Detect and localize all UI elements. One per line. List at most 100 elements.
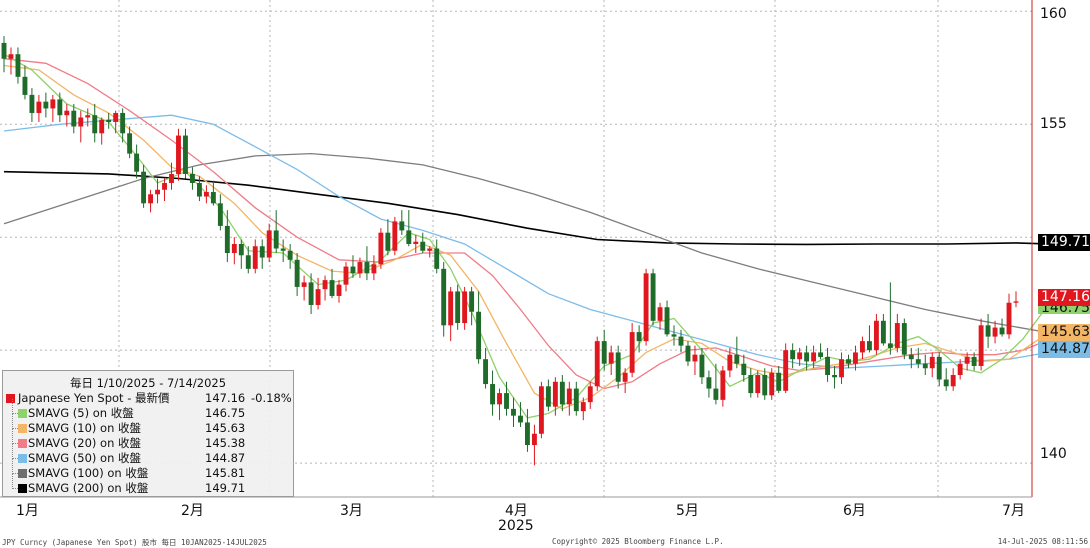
candle-body <box>364 262 370 274</box>
candle <box>231 237 237 265</box>
footer-timestamp: 14-Jul-2025 08:11:56 <box>997 537 1088 546</box>
candle <box>518 402 523 427</box>
price-tag-last: 147.16 <box>1038 289 1090 306</box>
legend-swatch <box>18 454 27 463</box>
candle <box>399 210 405 235</box>
candle-body <box>315 289 321 305</box>
candle <box>301 275 307 301</box>
candle <box>755 370 761 398</box>
candle <box>252 239 258 274</box>
legend-value: 145.81 <box>205 466 246 480</box>
candle-body <box>908 354 914 360</box>
candle <box>455 284 461 330</box>
candle <box>866 325 872 353</box>
candle-body <box>880 320 886 344</box>
candle <box>441 262 447 337</box>
candle <box>992 320 998 344</box>
candle <box>148 189 154 213</box>
legend-label: SMAVG (50) on 收盤 <box>28 451 142 465</box>
candle <box>573 381 579 416</box>
candle-body <box>155 189 160 195</box>
candle-body <box>43 101 49 109</box>
candle <box>699 347 705 385</box>
candle <box>825 347 831 382</box>
candle <box>371 255 377 281</box>
candle-body <box>141 171 147 204</box>
candle <box>936 352 942 387</box>
candle <box>971 352 977 371</box>
candle-body <box>525 422 530 446</box>
candle-body <box>545 386 551 407</box>
candle-body <box>99 119 105 134</box>
candle <box>901 318 907 360</box>
candle-body <box>85 115 91 118</box>
candle <box>127 126 133 159</box>
candle-body <box>580 402 586 412</box>
footer-copyright: Copyright© 2025 Bloomberg Finance L.P. <box>552 537 724 546</box>
candle <box>525 408 530 452</box>
candle <box>734 336 740 369</box>
legend-label: SMAVG (200) on 收盤 <box>28 481 149 495</box>
candle <box>141 164 147 208</box>
candle <box>1 36 7 73</box>
candle-body <box>399 221 405 231</box>
legend-change: -0.18% <box>251 391 292 405</box>
candle <box>392 216 398 256</box>
candle <box>106 112 112 129</box>
candle <box>818 343 824 360</box>
ma-line-5 <box>3 53 1045 419</box>
candle-body <box>162 182 167 190</box>
candle-body <box>448 291 454 326</box>
candle-body <box>825 356 831 376</box>
candle <box>476 291 482 364</box>
candle <box>287 243 293 269</box>
candle <box>615 345 621 389</box>
candle <box>183 128 188 179</box>
candle <box>420 232 426 254</box>
price-tag-sma200: 149.71 <box>1038 234 1090 251</box>
legend-label: SMAVG (20) on 收盤 <box>28 436 142 450</box>
legend-title: 毎日 1/10/2025 - 7/14/2025 <box>69 376 227 390</box>
candle <box>748 368 754 398</box>
candle <box>978 318 984 371</box>
candle-body <box>860 341 865 353</box>
candle <box>692 345 698 376</box>
legend-value: 147.16 <box>205 391 246 405</box>
candle <box>873 314 879 355</box>
candle-body <box>636 332 642 342</box>
candle <box>245 246 251 274</box>
candle <box>776 365 782 394</box>
candle-body <box>839 359 844 378</box>
ma-line-100 <box>3 152 1045 333</box>
candle-body <box>538 386 544 434</box>
candle <box>134 144 140 179</box>
candle-body <box>832 375 837 378</box>
y-tick-160: 160 <box>1040 6 1067 22</box>
candle-body <box>573 388 579 412</box>
candle-body <box>518 415 523 423</box>
candle <box>64 103 70 127</box>
candle <box>559 375 565 412</box>
candle-body <box>476 311 482 360</box>
candle-body <box>301 282 307 287</box>
candle <box>783 343 789 394</box>
candle-body <box>622 372 628 382</box>
candle <box>762 368 768 400</box>
candle-body <box>664 307 670 335</box>
ma-line-20 <box>3 58 1045 390</box>
candle-body <box>392 221 398 251</box>
candle <box>957 359 963 380</box>
candle <box>22 65 28 100</box>
candle <box>497 388 502 421</box>
candle <box>50 94 56 122</box>
candle-body <box>915 359 921 364</box>
candle <box>1006 293 1012 339</box>
legend-row-sma50: SMAVG (50) on 收盤 144.87 <box>3 444 293 466</box>
candle-body <box>713 388 719 400</box>
candle <box>308 273 314 315</box>
candle-body <box>427 248 433 251</box>
legend-label: SMAVG (100) on 收盤 <box>28 466 149 480</box>
candle <box>580 397 586 421</box>
candle <box>413 234 419 254</box>
candle-body <box>287 250 293 260</box>
